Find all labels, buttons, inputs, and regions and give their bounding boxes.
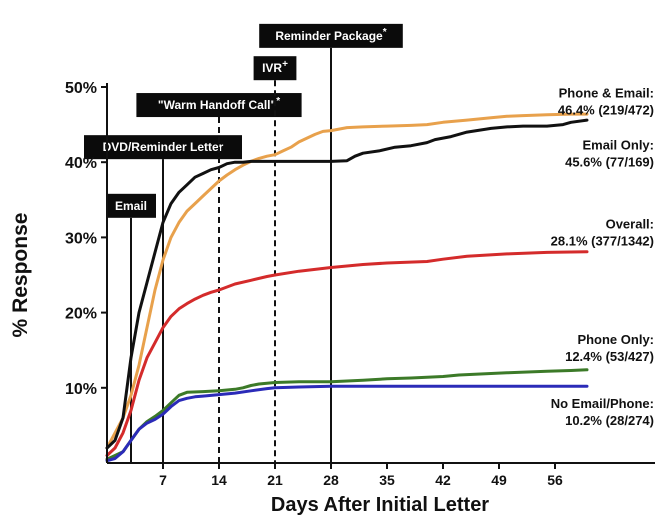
series-value-phone_email: 46.4% (219/472) (558, 103, 654, 118)
y-axis-title: % Response (9, 213, 32, 338)
marker-label-warm: "Warm Handoff Call"* (158, 96, 280, 112)
marker-label-ivr: IVR+ (262, 59, 288, 75)
marker-label-dvd: DVD/Reminder Letter (103, 140, 224, 154)
series-label-phone_only: Phone Only: (577, 332, 654, 347)
x-tick-label: 28 (323, 472, 339, 488)
series-line-phone_only (105, 368, 589, 461)
marker-box-email (106, 193, 156, 218)
series-label-overall: Overall: (606, 216, 654, 231)
series-value-phone_only: 12.4% (53/427) (565, 349, 654, 364)
x-tick-label: 35 (379, 472, 395, 488)
intervention-markers: Email DVD/Reminder Letter "Warm Handoff Ca… (84, 23, 403, 463)
marker-label-email: Email (115, 199, 147, 213)
x-tick-label: 14 (211, 472, 227, 488)
marker-label-reminder_pkg: Reminder Package* (275, 27, 386, 43)
marker-box-reminder_pkg (259, 23, 403, 48)
series-value-no_email_phone: 10.2% (28/274) (565, 413, 654, 428)
y-tick-label: 40% (65, 155, 97, 172)
plot-series (105, 112, 589, 463)
series-line-overall (105, 250, 589, 457)
y-tick-label: 20% (65, 306, 97, 323)
y-tick-label: 10% (65, 381, 97, 398)
series-line-no_email_phone (105, 384, 589, 463)
x-axis-title: Days After Initial Letter (271, 494, 489, 516)
series-label-phone_email: Phone & Email: (559, 86, 654, 101)
series-labels: Phone & Email: 46.4% (219/472) Email Only:… (551, 86, 654, 429)
marker-box-dvd (84, 135, 242, 160)
y-tick-label: 50% (65, 80, 97, 97)
axes: Days After Initial Letter % Response 10%… (9, 80, 655, 516)
y-tick-label: 30% (65, 230, 97, 247)
x-tick-label: 7 (159, 472, 167, 488)
x-tick-label: 49 (491, 472, 507, 488)
x-tick-label: 56 (547, 472, 563, 488)
x-tick-label: 42 (435, 472, 451, 488)
series-label-no_email_phone: No Email/Phone: (551, 396, 654, 411)
series-value-email_only: 45.6% (77/169) (565, 154, 654, 169)
series-value-overall: 28.1% (377/1342) (551, 233, 654, 248)
series-line-phone_email (105, 112, 589, 450)
x-tick-label: 21 (267, 472, 283, 488)
series-line-email_only (105, 118, 589, 450)
marker-box-ivr (253, 56, 297, 81)
series-label-email_only: Email Only: (582, 137, 654, 152)
